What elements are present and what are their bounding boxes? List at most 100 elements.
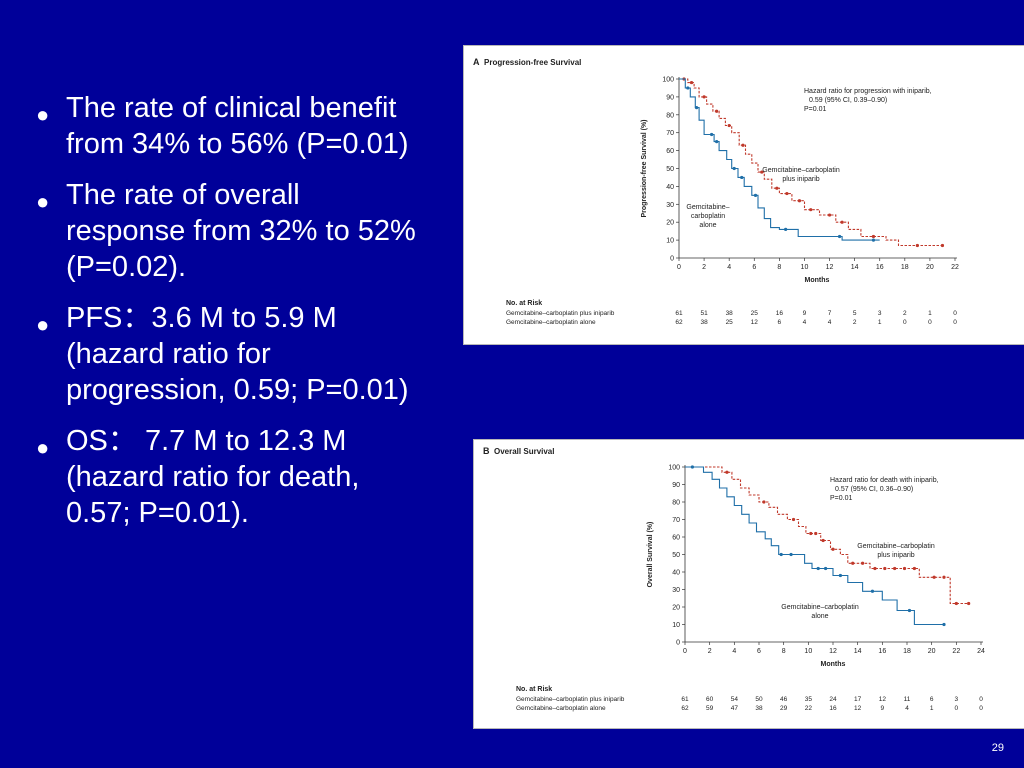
risk-table-header: No. at Risk bbox=[516, 686, 552, 693]
censor-mark bbox=[686, 86, 690, 90]
bullet-item: ● The rate of overall response from 32% t… bbox=[36, 177, 426, 285]
series-label: alone bbox=[811, 613, 828, 620]
y-tick-label: 0 bbox=[670, 256, 674, 263]
censor-mark bbox=[838, 573, 842, 578]
risk-value: 59 bbox=[706, 705, 714, 712]
x-tick-label: 22 bbox=[951, 264, 959, 271]
risk-value: 46 bbox=[780, 696, 788, 703]
bullet-dot-icon: ● bbox=[36, 102, 50, 127]
censor-mark bbox=[871, 238, 876, 242]
risk-value: 61 bbox=[681, 696, 689, 703]
page-number: 29 bbox=[991, 742, 1004, 754]
censor-mark bbox=[954, 601, 958, 606]
pfs-chart-panel: A Progression-free Survival 0 10 20 30 40 50 60 7… bbox=[463, 45, 1024, 345]
censor-mark bbox=[873, 566, 877, 571]
censor-mark bbox=[775, 186, 779, 190]
chart-title: Progression-free Survival bbox=[484, 58, 581, 67]
censor-mark bbox=[912, 566, 916, 571]
risk-value: 16 bbox=[829, 705, 837, 712]
risk-value: 2 bbox=[903, 310, 907, 317]
x-tick-label: 8 bbox=[782, 648, 786, 655]
x-tick-label: 4 bbox=[727, 264, 731, 271]
risk-row-label: Gemcitabine–carboplatin alone bbox=[506, 319, 596, 326]
censor-mark bbox=[915, 243, 919, 248]
censor-mark bbox=[840, 220, 844, 224]
hazard-ratio-annotation: 0.59 (95% CI, 0.39–0.90) bbox=[809, 97, 887, 104]
risk-value: 47 bbox=[731, 705, 739, 712]
risk-value: 25 bbox=[751, 310, 759, 317]
x-tick-label: 6 bbox=[757, 648, 761, 655]
y-tick-label: 70 bbox=[666, 130, 674, 137]
bullet-dot-icon: ● bbox=[36, 435, 50, 460]
x-tick-label: 20 bbox=[926, 264, 934, 271]
y-axis-label: Overall Survival (%) bbox=[647, 522, 654, 588]
y-tick-label: 100 bbox=[668, 465, 680, 472]
risk-value: 12 bbox=[854, 705, 862, 712]
bullet-text: OS： 7.7 M to 12.3 M (hazard ratio for de… bbox=[66, 425, 360, 529]
y-tick-label: 90 bbox=[666, 94, 674, 101]
risk-value: 11 bbox=[904, 696, 911, 703]
x-tick-label: 16 bbox=[876, 264, 884, 271]
hazard-ratio-annotation: Hazard ratio for death with iniparib, bbox=[830, 477, 939, 484]
censor-mark bbox=[831, 547, 835, 551]
censor-mark bbox=[690, 465, 694, 469]
x-tick-label: 8 bbox=[777, 264, 781, 271]
panel-letter: A bbox=[473, 57, 480, 67]
risk-value: 1 bbox=[928, 310, 932, 317]
y-tick-label: 30 bbox=[672, 587, 680, 594]
censor-mark bbox=[785, 191, 789, 196]
risk-value: 5 bbox=[853, 310, 857, 317]
censor-mark bbox=[760, 170, 764, 174]
series-label: Gemcitabine–carboplatin bbox=[762, 167, 840, 174]
censor-mark bbox=[816, 566, 820, 571]
risk-value: 60 bbox=[706, 696, 714, 703]
y-tick-label: 80 bbox=[672, 500, 680, 507]
risk-value: 51 bbox=[700, 310, 708, 317]
panel-letter: B bbox=[483, 446, 490, 456]
y-tick-label: 50 bbox=[666, 166, 674, 173]
risk-value: 61 bbox=[675, 310, 683, 317]
risk-value: 62 bbox=[675, 319, 683, 326]
censor-mark bbox=[942, 622, 946, 627]
series-label: carboplatin bbox=[691, 213, 725, 220]
y-tick-label: 40 bbox=[672, 570, 680, 577]
x-tick-label: 24 bbox=[977, 648, 985, 655]
risk-value: 38 bbox=[726, 310, 734, 317]
y-tick-label: 20 bbox=[666, 220, 674, 227]
x-tick-label: 10 bbox=[801, 264, 809, 271]
risk-value: 0 bbox=[953, 319, 957, 326]
y-tick-label: 50 bbox=[672, 552, 680, 559]
km-curve-treatment bbox=[685, 466, 969, 605]
series-label: plus iniparib bbox=[877, 552, 914, 559]
risk-value: 25 bbox=[726, 319, 734, 326]
censor-mark bbox=[694, 106, 699, 110]
risk-row-label: Gemcitabine–carboplatin plus iniparib bbox=[506, 310, 615, 317]
y-tick-label: 90 bbox=[672, 482, 680, 489]
series-label: alone bbox=[699, 222, 716, 229]
censor-mark bbox=[827, 213, 832, 217]
bullet-list: ● The rate of clinical benefit from 34% t… bbox=[36, 90, 426, 546]
series-label: Gemcitabine–carboplatin bbox=[781, 604, 859, 611]
x-tick-label: 6 bbox=[752, 264, 756, 271]
censor-mark bbox=[809, 531, 813, 536]
y-tick-label: 60 bbox=[672, 535, 680, 542]
bullet-text: The rate of clinical benefit from 34% to… bbox=[66, 92, 409, 160]
risk-value: 1 bbox=[930, 705, 934, 712]
risk-value: 62 bbox=[681, 705, 689, 712]
censor-mark bbox=[762, 500, 766, 504]
y-tick-label: 60 bbox=[666, 148, 674, 155]
censor-mark bbox=[732, 166, 736, 171]
censor-mark bbox=[753, 193, 758, 197]
x-tick-label: 16 bbox=[878, 648, 886, 655]
risk-value: 24 bbox=[829, 696, 837, 703]
y-tick-label: 70 bbox=[672, 517, 680, 524]
x-tick-label: 18 bbox=[903, 648, 911, 655]
risk-value: 6 bbox=[930, 696, 934, 703]
y-tick-label: 20 bbox=[672, 605, 680, 612]
y-axis-label: Progression-free Survival (%) bbox=[641, 119, 648, 217]
censor-mark bbox=[710, 132, 714, 137]
censor-mark bbox=[809, 208, 813, 212]
censor-mark bbox=[837, 234, 842, 239]
series-label: Gemcitabine–carboplatin bbox=[857, 543, 935, 550]
x-tick-label: 22 bbox=[952, 648, 960, 655]
